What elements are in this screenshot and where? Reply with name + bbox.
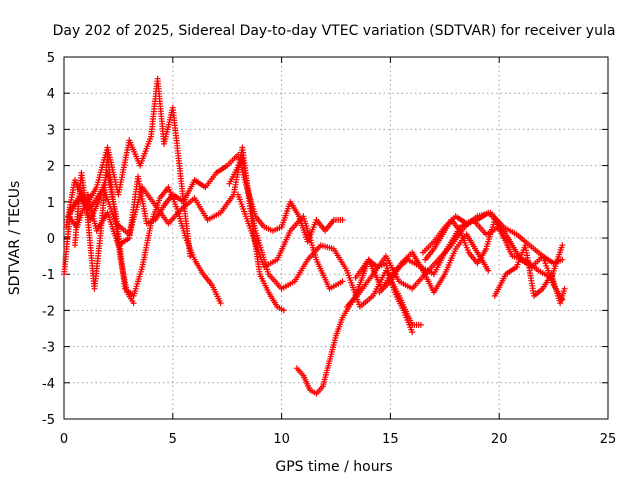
series-markers [71, 151, 137, 307]
y-tick-label: -1 [42, 268, 55, 283]
plot-frame [63, 56, 609, 420]
x-tick-label: 20 [491, 432, 508, 447]
y-tick-label: 5 [47, 51, 55, 66]
series-markers [376, 231, 492, 296]
data-marks [61, 75, 568, 397]
chart-title: Day 202 of 2025, Sidereal Day-to-day VTE… [53, 23, 616, 39]
x-tick-label: 15 [382, 432, 399, 447]
series-track-6 [226, 155, 424, 328]
y-tick-label: -4 [42, 377, 55, 392]
y-tick-label: 4 [47, 87, 55, 102]
y-tick-label: 3 [47, 123, 55, 138]
series-track-7 [235, 191, 346, 292]
x-tick-label: 10 [273, 432, 290, 447]
series-markers [235, 191, 346, 292]
x-tick-label: 0 [60, 432, 68, 447]
x-tick-label: 25 [600, 432, 617, 447]
y-tick-labels: -5 -4 -3 -2 -1 0 1 2 3 4 5 [42, 51, 55, 428]
y-tick-label: -5 [42, 413, 55, 428]
series-track-2 [63, 75, 194, 260]
x-axis-label: GPS time / hours [275, 459, 392, 475]
x-tick-label: 5 [169, 432, 177, 447]
series-markers [63, 75, 194, 260]
series-track-11 [376, 231, 492, 296]
y-tick-label: 0 [47, 232, 55, 247]
series-markers [422, 216, 507, 267]
y-tick-label: 1 [47, 196, 55, 211]
x-tick-labels: 0 5 10 15 20 25 [60, 432, 616, 447]
plot-border [63, 56, 609, 420]
series-markers [491, 242, 568, 307]
y-tick-label: 2 [47, 160, 55, 175]
series-track-13 [491, 242, 568, 307]
y-tick-label: -3 [42, 341, 55, 356]
series-markers [226, 155, 424, 328]
y-tick-label: -2 [42, 304, 55, 319]
y-axis-label: SDTVAR / TECUs [7, 181, 23, 296]
series-track-5 [71, 151, 137, 307]
series-track-14 [422, 216, 507, 267]
